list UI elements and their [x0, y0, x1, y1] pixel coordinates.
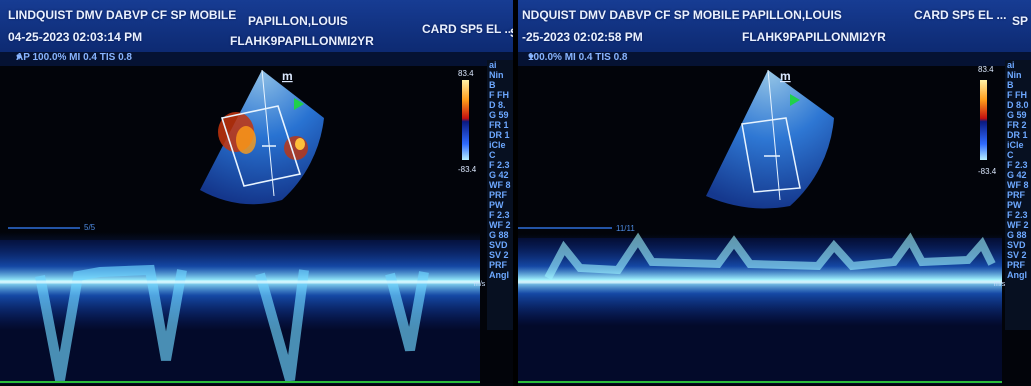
sidebar-param: G 59 — [1007, 110, 1027, 120]
left-scale-max: 83.4 — [458, 69, 474, 78]
right-sample-box — [741, 117, 801, 193]
left-header-bar: LINDQUIST DMV DABVP CF SP MOBILE 04-25-2… — [0, 0, 513, 52]
sidebar-param: D 8.0 — [1007, 100, 1029, 110]
left-bmode-sector — [200, 70, 324, 205]
sidebar-param: WF 8 — [489, 180, 511, 190]
sidebar-param: Angl — [1007, 270, 1027, 280]
sidebar-param: G 88 — [1007, 230, 1027, 240]
sidebar-param: Nin — [1007, 70, 1022, 80]
sidebar-param: F 2.3 — [489, 210, 510, 220]
sidebar-param: C — [489, 150, 496, 160]
sidebar-param: PW — [1007, 200, 1022, 210]
left-preset-label: CARD SP5 EL ... — [422, 22, 513, 36]
sidebar-param: Nin — [489, 70, 504, 80]
right-sp-cut: SP — [1012, 14, 1029, 28]
sidebar-param: Angl — [489, 270, 509, 280]
sidebar-param: F FH — [489, 90, 509, 100]
sidebar-param: F 2.3 — [489, 160, 510, 170]
right-patient-name: PAPILLON,LOUIS — [742, 8, 842, 22]
right-ultrasound-panel: NDQUIST DMV DABVP CF SP MOBILE -25-2023 … — [518, 0, 1031, 386]
sidebar-param: FR 2 — [1007, 120, 1027, 130]
heart-icon: ♥ — [16, 52, 22, 63]
left-subline-bar: AP 100.0% MI 0.4 TIS 0.8 ♥ — [0, 52, 513, 66]
left-imaging-area: m 83.4 -83.4 5/5 m/s — [0, 69, 486, 384]
sidebar-param: WF 8 — [1007, 180, 1029, 190]
right-scale-min: -83.4 — [978, 167, 997, 176]
right-orientation-marker — [790, 94, 800, 106]
left-cursor-line — [261, 69, 275, 197]
sidebar-param: iCle — [489, 140, 506, 150]
sidebar-param: DR 1 — [489, 130, 510, 140]
sidebar-param: WF 2 — [489, 220, 511, 230]
sidebar-param: B — [1007, 80, 1014, 90]
sidebar-param: G 59 — [489, 110, 509, 120]
left-unit-label: m/s — [474, 281, 486, 288]
left-marker-m: m — [282, 69, 293, 83]
right-preset-label: CARD SP5 EL ... — [914, 8, 1007, 22]
sidebar-param: ai — [489, 60, 497, 70]
right-clinic-name: NDQUIST DMV DABVP CF SP MOBILE — [522, 8, 740, 22]
sidebar-param: iCle — [1007, 140, 1024, 150]
sidebar-param: SV 2 — [1007, 250, 1027, 260]
left-patient-name: PAPILLON,LOUIS — [248, 14, 348, 28]
right-cursor-line — [767, 69, 781, 201]
right-doppler-spectrum — [518, 234, 1002, 326]
sidebar-param: PRF — [1007, 260, 1025, 270]
left-clinic-name: LINDQUIST DMV DABVP CF SP MOBILE — [8, 8, 237, 22]
left-orientation-marker — [294, 98, 304, 110]
left-ultrasound-panel: LINDQUIST DMV DABVP CF SP MOBILE 04-25-2… — [0, 0, 513, 386]
sidebar-param: PRF — [1007, 190, 1025, 200]
right-sweep-count: 11/11 — [616, 224, 635, 233]
left-color-flow-region — [218, 112, 308, 160]
left-color-scale — [462, 80, 469, 160]
right-header-bar: NDQUIST DMV DABVP CF SP MOBILE -25-2023 … — [518, 0, 1031, 52]
left-datetime: 04-25-2023 02:03:14 PM — [8, 30, 143, 44]
right-doppler-waveform — [544, 232, 996, 280]
sidebar-param: ai — [1007, 60, 1015, 70]
right-color-scale — [980, 80, 987, 160]
right-datetime: -25-2023 02:02:58 PM — [522, 30, 643, 44]
sidebar-param: C — [1007, 150, 1014, 160]
left-patient-id: FLAHK9PAPILLONMI2YR — [230, 34, 374, 48]
sidebar-param: DR 1 — [1007, 130, 1028, 140]
right-scale-max: 83.4 — [978, 65, 994, 74]
right-subline-bar: 100.0% MI 0.4 TIS 0.8 ♥ — [518, 52, 1031, 66]
sidebar-param: G 42 — [489, 170, 509, 180]
sidebar-param: G 42 — [1007, 170, 1027, 180]
left-scale-min: -83.4 — [458, 165, 477, 174]
right-bmode-sector — [706, 70, 834, 209]
sidebar-param: B — [489, 80, 496, 90]
left-sp-cut: SP — [510, 26, 513, 40]
right-parameter-sidebar: ai Nin B F FH D 8.0 G 59 FR 2 DR 1 iCle C F 2.3 G 4… — [1005, 60, 1031, 330]
sidebar-param: F FH — [1007, 90, 1027, 100]
right-marker-m: m — [780, 69, 791, 83]
right-patient-id: FLAHK9PAPILLONMI2YR — [742, 30, 886, 44]
sidebar-param: F 2.3 — [1007, 160, 1028, 170]
right-imaging-area: m 83.4 -83.4 11/11 m/s — [518, 65, 1006, 384]
sidebar-param: F 2.3 — [1007, 210, 1028, 220]
sidebar-param: PW — [489, 200, 504, 210]
sidebar-param: SVD — [1007, 240, 1026, 250]
sidebar-param: WF 2 — [1007, 220, 1029, 230]
sidebar-param: SVD — [489, 240, 508, 250]
left-sweep-count: 5/5 — [84, 223, 96, 232]
sidebar-param: G 88 — [489, 230, 509, 240]
left-doppler-waveform — [35, 264, 429, 382]
sidebar-param: PRF — [489, 190, 507, 200]
sidebar-param: D 8. — [489, 100, 506, 110]
sidebar-param: SV 2 — [489, 250, 509, 260]
heart-icon: ♥ — [528, 52, 534, 63]
sidebar-param: FR 1 — [489, 120, 509, 130]
right-unit-label: m/s — [994, 281, 1006, 288]
left-parameter-sidebar: ai Nin B F FH D 8. G 59 FR 1 DR 1 iCle C F 2.3 G 42… — [487, 60, 513, 330]
sidebar-param: PRF — [489, 260, 507, 270]
left-color-box — [220, 105, 302, 187]
